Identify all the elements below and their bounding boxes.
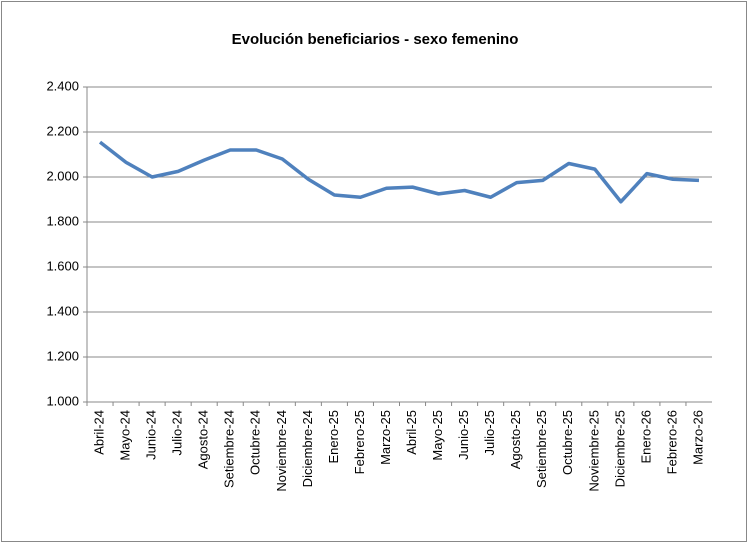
x-tick-label: Agosto-25 bbox=[508, 410, 523, 469]
y-tick-label: 2.200 bbox=[46, 123, 79, 138]
x-tick-label: Octubre-25 bbox=[560, 410, 575, 475]
x-tick-label: Marzo-26 bbox=[690, 410, 705, 465]
y-tick-label: 1.400 bbox=[46, 303, 79, 318]
y-tick-label: 1.200 bbox=[46, 348, 79, 363]
x-tick-label: Noviembre-25 bbox=[586, 410, 601, 492]
x-tick-label: Setiembre-25 bbox=[534, 410, 549, 488]
x-tick-label: Octubre-24 bbox=[248, 410, 263, 475]
x-tick-label: Marzo-25 bbox=[378, 410, 393, 465]
chart-title: Evolución beneficiarios - sexo femenino bbox=[232, 31, 519, 48]
x-tick-label: Diciembre-25 bbox=[612, 410, 627, 487]
x-tick-label: Abril-24 bbox=[91, 410, 106, 455]
x-tick-label: Enero-25 bbox=[326, 410, 341, 463]
x-tick-label: Junio-24 bbox=[144, 410, 159, 460]
y-tick-label: 1.000 bbox=[46, 393, 79, 408]
x-tick-label: Abril-25 bbox=[404, 410, 419, 455]
x-tick-label: Diciembre-24 bbox=[300, 410, 315, 487]
x-tick-label: Noviembre-24 bbox=[274, 410, 289, 492]
x-tick-label: Julio-24 bbox=[170, 410, 185, 456]
x-tick-label: Febrero-26 bbox=[664, 410, 679, 474]
x-tick-label: Agosto-24 bbox=[196, 410, 211, 469]
x-tick-label: Mayo-25 bbox=[430, 410, 445, 461]
y-tick-label: 1.600 bbox=[46, 258, 79, 273]
x-tick-label: Setiembre-24 bbox=[222, 410, 237, 488]
y-tick-label: 2.000 bbox=[46, 168, 79, 183]
x-tick-label: Enero-26 bbox=[638, 410, 653, 463]
line-series bbox=[98, 140, 700, 204]
y-tick-label: 2.400 bbox=[46, 78, 79, 93]
x-tick-label: Junio-25 bbox=[456, 410, 471, 460]
x-tick-label: Febrero-25 bbox=[352, 410, 367, 474]
y-tick-label: 1.800 bbox=[46, 213, 79, 228]
x-tick-label: Mayo-24 bbox=[118, 410, 133, 461]
x-tick-label: Julio-25 bbox=[482, 410, 497, 456]
